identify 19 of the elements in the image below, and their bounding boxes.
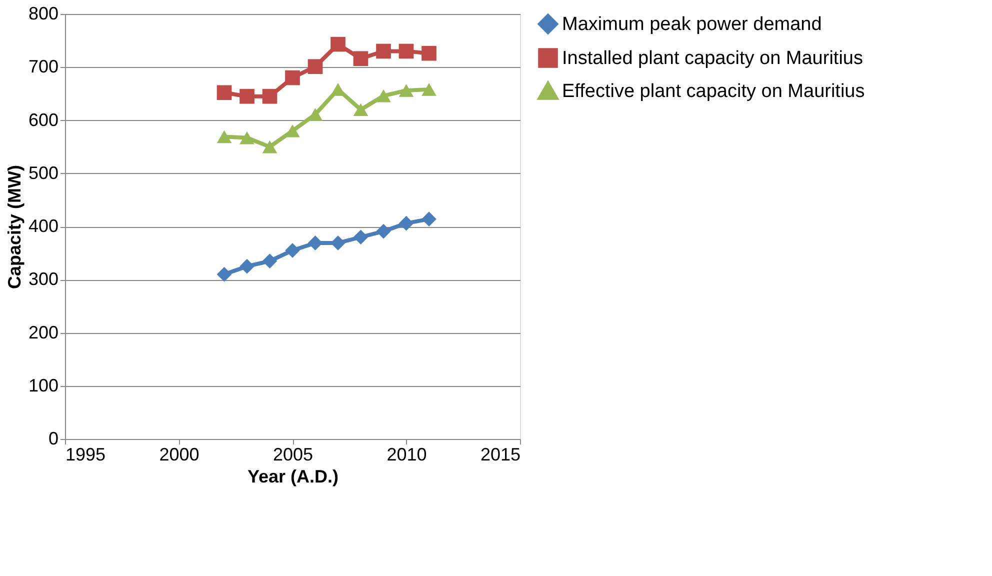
y-tick-label: 800	[28, 4, 58, 24]
x-tick-label: 2000	[159, 444, 200, 464]
y-tick-label: 600	[28, 110, 58, 130]
x-axis-title: Year (A.D.)	[247, 466, 339, 486]
y-tick-label: 200	[28, 322, 58, 342]
legend-label: Effective plant capacity on Mauritius	[562, 81, 865, 102]
x-tick-label: 2015	[480, 444, 520, 464]
legend-label: Maximum peak power demand	[562, 14, 822, 35]
y-tick-label: 500	[28, 162, 58, 183]
y-tick-label: 100	[28, 375, 58, 396]
y-tick-label: 300	[28, 269, 58, 290]
legend-label: Installed plant capacity on Mauritius	[562, 48, 863, 69]
y-axis-title: Capacity (MW)	[4, 164, 24, 290]
y-tick-label: 400	[28, 216, 58, 236]
x-tick-label: 1995	[66, 444, 106, 464]
y-tick-label: 700	[28, 56, 58, 77]
x-tick-label: 2010	[386, 444, 427, 464]
x-tick-label: 2005	[272, 444, 314, 464]
y-tick-label: 0	[48, 428, 58, 448]
